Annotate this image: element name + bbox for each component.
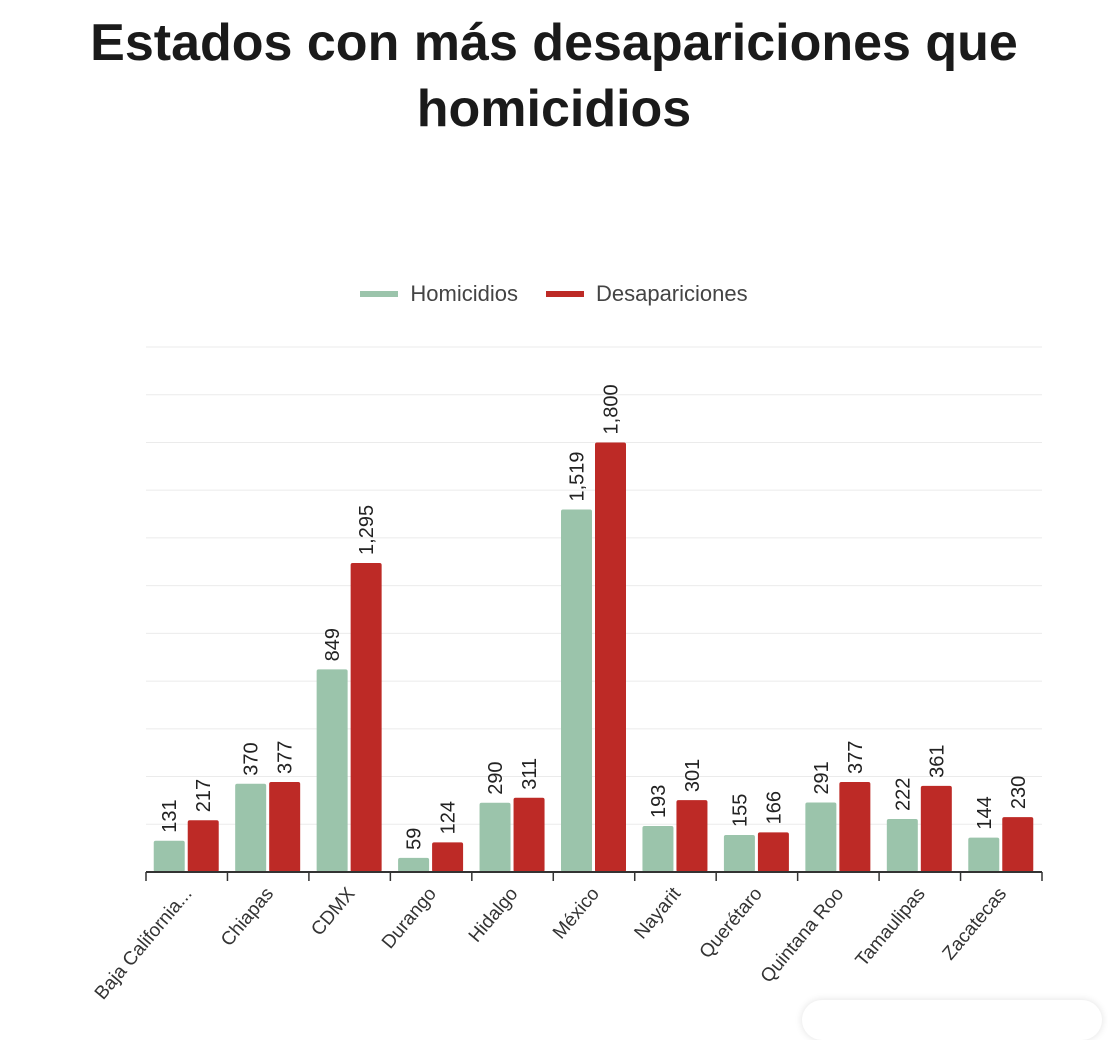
bar-homicidios-7[interactable] — [723, 835, 755, 872]
data-label-homicidios-0: 131 — [159, 799, 181, 832]
x-tick-label-5: México — [549, 884, 604, 944]
data-label-desapariciones-3: 124 — [438, 801, 460, 834]
chart-title-line-1: Estados con más desapariciones que — [90, 14, 1018, 72]
bar-desapariciones-5[interactable] — [595, 442, 626, 872]
data-label-homicidios-7: 155 — [729, 794, 751, 827]
x-tick-label-3: Durango — [378, 884, 441, 953]
bar-homicidios-2[interactable] — [316, 669, 348, 872]
bar-homicidios-5[interactable] — [561, 509, 592, 872]
chart-title-line-2: homicidios — [416, 80, 692, 138]
data-label-desapariciones-5: 1,800 — [601, 384, 623, 434]
x-tick-label-9: Tamaulipas — [852, 884, 930, 971]
bar-chart: 131 217 Baja California... 370 377 Chiapas 849… — [91, 346, 1043, 1004]
bar-desapariciones-8[interactable] — [839, 782, 871, 872]
bar-homicidios-1[interactable] — [235, 783, 267, 872]
x-tick-label-0: Baja California... — [91, 884, 197, 1004]
data-label-homicidios-6: 193 — [648, 785, 670, 818]
bar-desapariciones-0[interactable] — [187, 820, 219, 872]
x-tick-label-6: Nayarit — [631, 883, 686, 943]
data-label-desapariciones-9: 361 — [926, 744, 948, 777]
x-tick-label-7: Querétaro — [696, 884, 767, 963]
bar-desapariciones-3[interactable] — [432, 842, 464, 872]
bar-homicidios-0[interactable] — [153, 840, 185, 872]
bar-desapariciones-10[interactable] — [1002, 817, 1034, 872]
legend-item-desapariciones[interactable]: Desapariciones — [545, 281, 748, 307]
bar-homicidios-4[interactable] — [479, 802, 511, 872]
data-label-desapariciones-1: 377 — [275, 741, 297, 774]
bar-desapariciones-1[interactable] — [269, 782, 301, 872]
bar-homicidios-8[interactable] — [805, 802, 837, 872]
data-label-homicidios-3: 59 — [404, 828, 426, 850]
x-tick-label-4: Hidalgo — [465, 884, 523, 947]
legend-swatch-homicidios — [360, 291, 399, 297]
x-tick-label-8: Quintana Roo — [757, 884, 848, 987]
data-label-homicidios-4: 290 — [485, 761, 507, 794]
data-label-desapariciones-8: 377 — [845, 741, 867, 774]
data-label-homicidios-1: 370 — [241, 742, 263, 775]
x-tick-label-2: CDMX — [307, 883, 359, 940]
chart-title: Estados con más desapariciones que homic… — [0, 10, 1108, 142]
legend: Homicidios Desapariciones — [0, 281, 1108, 307]
data-label-desapariciones-4: 311 — [519, 758, 541, 790]
bar-homicidios-10[interactable] — [968, 837, 1000, 872]
bar-desapariciones-6[interactable] — [676, 800, 708, 872]
legend-swatch-desapariciones — [545, 291, 584, 297]
legend-label-desapariciones: Desapariciones — [595, 281, 748, 306]
x-tick-label-10: Zacatecas — [939, 884, 1011, 965]
bar-homicidios-6[interactable] — [642, 825, 674, 872]
bar-desapariciones-4[interactable] — [513, 797, 545, 872]
data-label-desapariciones-2: 1,295 — [356, 505, 378, 555]
data-label-homicidios-9: 222 — [892, 778, 914, 811]
bar-desapariciones-2[interactable] — [350, 562, 382, 872]
data-label-homicidios-2: 849 — [322, 628, 344, 661]
data-label-homicidios-5: 1,519 — [567, 451, 589, 501]
x-tick-label-1: Chiapas — [217, 884, 278, 951]
feedback-bubble[interactable] — [802, 1000, 1102, 1040]
legend-label-homicidios: Homicidios — [410, 281, 518, 306]
bar-homicidios-3[interactable] — [398, 857, 430, 872]
data-label-desapariciones-10: 230 — [1008, 776, 1030, 809]
data-label-desapariciones-7: 166 — [763, 791, 785, 824]
legend-item-homicidios[interactable]: Homicidios — [360, 281, 518, 307]
bar-desapariciones-9[interactable] — [920, 785, 952, 872]
bar-desapariciones-7[interactable] — [757, 832, 789, 872]
data-label-homicidios-10: 144 — [974, 796, 996, 829]
data-label-homicidios-8: 291 — [811, 761, 833, 794]
bar-homicidios-9[interactable] — [886, 819, 918, 872]
data-label-desapariciones-0: 217 — [193, 779, 215, 812]
data-label-desapariciones-6: 301 — [682, 759, 704, 792]
